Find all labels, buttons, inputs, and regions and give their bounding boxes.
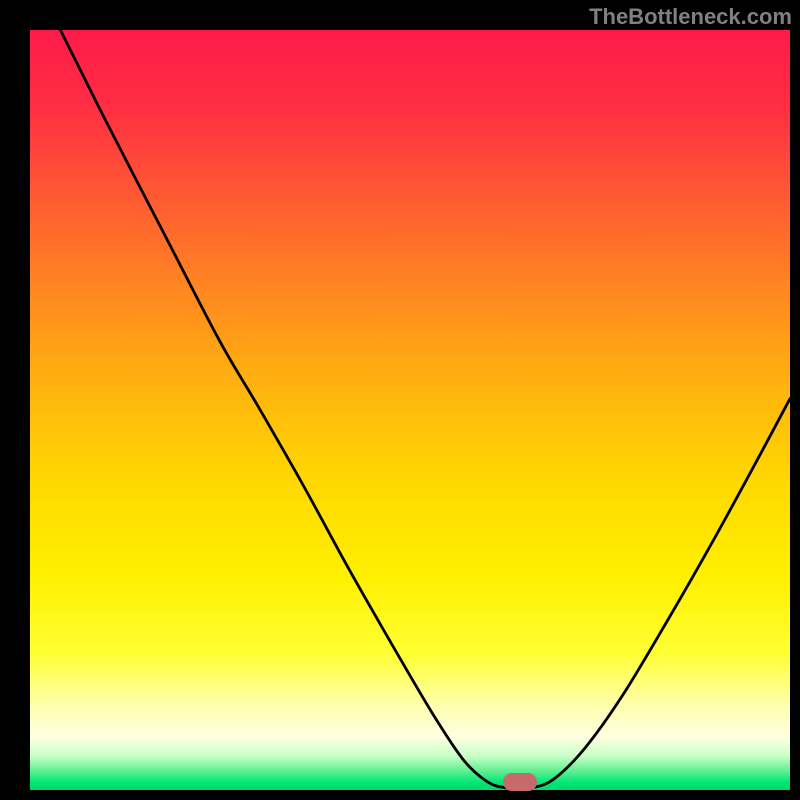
plot-area (30, 30, 790, 790)
watermark-text: TheBottleneck.com (589, 4, 792, 30)
optimal-marker (503, 773, 537, 791)
chart-container: TheBottleneck.com (0, 0, 800, 800)
bottleneck-curve (30, 30, 790, 790)
